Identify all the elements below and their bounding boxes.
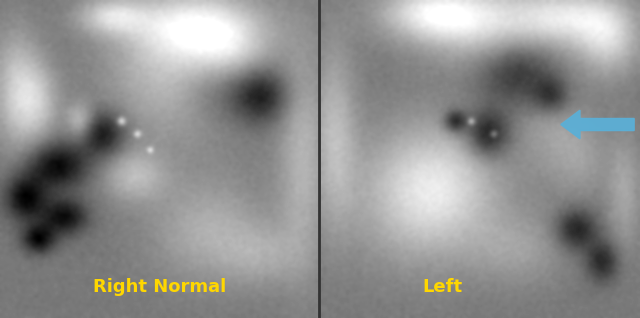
Text: Right Normal: Right Normal [93, 278, 227, 296]
FancyArrow shape [561, 110, 634, 139]
Text: Left: Left [423, 278, 463, 296]
